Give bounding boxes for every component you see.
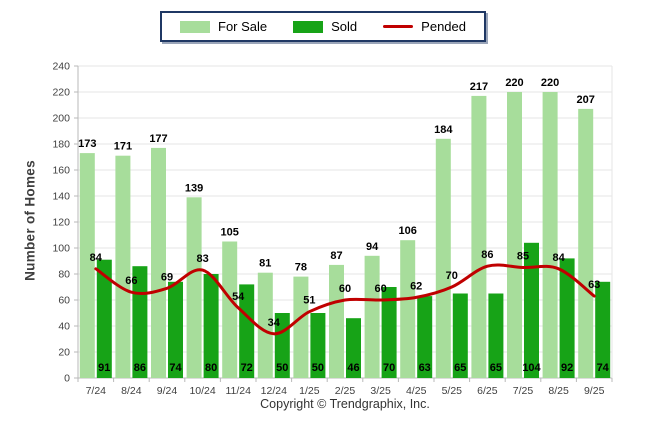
legend-item-pended: Pended [383,19,466,34]
svg-text:65: 65 [490,362,502,374]
svg-text:5/25: 5/25 [442,385,463,397]
svg-text:7/24: 7/24 [86,385,107,397]
svg-text:72: 72 [241,362,253,374]
svg-text:207: 207 [577,94,595,106]
svg-text:51: 51 [303,295,315,307]
svg-text:80: 80 [58,269,70,281]
svg-text:8/24: 8/24 [121,385,142,397]
svg-text:40: 40 [58,321,70,333]
svg-text:180: 180 [52,139,70,151]
svg-text:184: 184 [434,124,453,136]
legend-label-sold: Sold [331,19,358,34]
svg-text:70: 70 [446,270,458,282]
legend-label-for-sale: For Sale [218,19,268,34]
svg-text:69: 69 [161,271,173,283]
svg-text:63: 63 [588,279,600,291]
svg-text:104: 104 [522,362,541,374]
svg-text:8/25: 8/25 [548,385,569,397]
svg-text:220: 220 [541,77,559,89]
svg-text:70: 70 [383,362,395,374]
svg-text:220: 220 [505,77,523,89]
svg-text:220: 220 [52,87,70,99]
svg-text:50: 50 [312,362,324,374]
svg-text:200: 200 [52,113,70,125]
svg-text:50: 50 [276,362,288,374]
svg-text:46: 46 [347,362,359,374]
sold-swatch-icon [293,20,324,33]
svg-text:7/25: 7/25 [513,385,534,397]
svg-text:0: 0 [64,373,70,385]
svg-text:140: 140 [52,191,70,203]
svg-text:91: 91 [98,362,110,374]
svg-text:105: 105 [221,227,239,239]
svg-text:84: 84 [90,252,103,264]
svg-text:74: 74 [169,362,182,374]
svg-text:65: 65 [454,362,466,374]
svg-text:10/24: 10/24 [189,385,215,397]
svg-text:240: 240 [52,61,70,73]
svg-text:84: 84 [552,252,565,264]
svg-text:62: 62 [410,280,422,292]
legend-item-sold: Sold [293,19,357,34]
chart-legend: For Sale Sold Pended [160,11,486,42]
svg-text:63: 63 [419,362,431,374]
svg-text:60: 60 [374,283,386,295]
svg-text:217: 217 [470,81,488,93]
svg-text:54: 54 [232,291,245,303]
svg-text:86: 86 [481,249,493,261]
svg-text:9/24: 9/24 [157,385,178,397]
svg-text:81: 81 [259,258,271,270]
svg-text:2/25: 2/25 [335,385,356,397]
svg-text:100: 100 [52,243,70,255]
svg-text:12/24: 12/24 [261,385,287,397]
svg-text:87: 87 [330,250,342,262]
svg-text:4/25: 4/25 [406,385,427,397]
svg-text:173: 173 [78,138,96,150]
svg-text:60: 60 [339,283,351,295]
svg-text:11/24: 11/24 [225,385,251,397]
svg-text:60: 60 [58,295,70,307]
svg-text:74: 74 [597,362,610,374]
svg-text:106: 106 [399,225,417,237]
svg-text:34: 34 [268,317,281,329]
pended-line-icon [383,25,414,28]
svg-text:160: 160 [52,165,70,177]
svg-text:9/25: 9/25 [584,385,605,397]
legend-label-pended: Pended [421,19,466,34]
svg-text:85: 85 [517,251,529,263]
svg-text:92: 92 [561,362,573,374]
svg-text:139: 139 [185,182,203,194]
svg-text:3/25: 3/25 [370,385,391,397]
svg-text:1/25: 1/25 [299,385,320,397]
svg-text:6/25: 6/25 [477,385,498,397]
svg-text:120: 120 [52,217,70,229]
for-sale-swatch-icon [180,20,210,33]
svg-text:86: 86 [134,362,146,374]
svg-text:177: 177 [149,133,167,145]
svg-text:20: 20 [58,347,70,359]
svg-text:94: 94 [366,241,379,253]
legend-item-for-sale: For Sale [180,19,267,34]
copyright-text: Copyright © Trendgraphix, Inc. [260,397,430,411]
svg-text:83: 83 [196,253,208,265]
svg-text:66: 66 [125,275,137,287]
svg-text:78: 78 [295,262,307,274]
svg-text:80: 80 [205,362,217,374]
svg-text:171: 171 [114,141,132,153]
